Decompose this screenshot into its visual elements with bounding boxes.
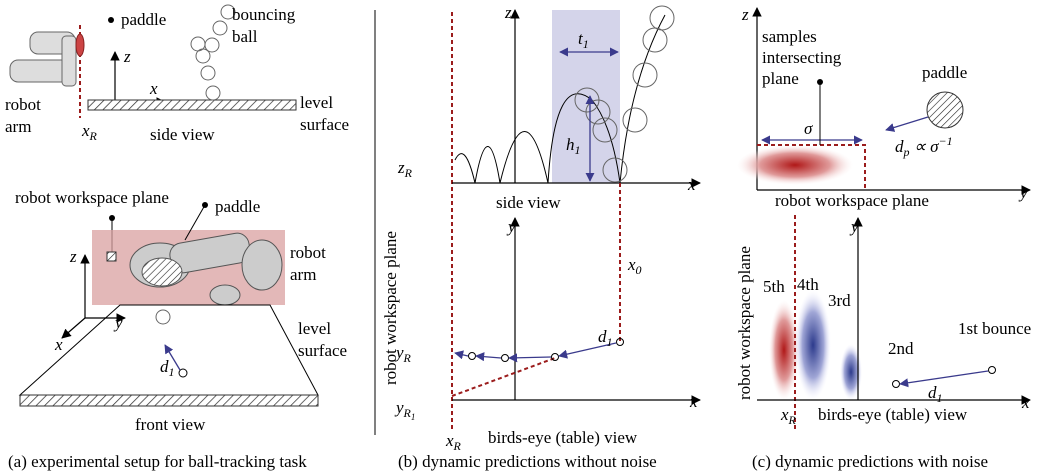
label: 3rd bbox=[828, 291, 851, 310]
panel-a: paddle z x bouncing ball robot arm xR side… bbox=[5, 4, 349, 471]
label: t1 bbox=[578, 29, 589, 51]
label: birds-eye (table) view bbox=[818, 405, 968, 424]
samples bbox=[737, 145, 853, 185]
trajectory bbox=[454, 14, 666, 184]
label: d1 bbox=[160, 357, 175, 379]
label: zR bbox=[397, 158, 413, 180]
axis bbox=[61, 317, 86, 339]
label: z bbox=[123, 47, 131, 66]
label: 5th bbox=[763, 277, 785, 296]
label: paddle bbox=[922, 63, 967, 82]
label: robot workspace plane bbox=[15, 188, 169, 207]
surface bbox=[87, 99, 297, 111]
ball bbox=[155, 309, 171, 325]
label: x bbox=[689, 392, 698, 411]
label: samples intersecting plane bbox=[762, 27, 842, 88]
caption: (b) dynamic predictions without noise bbox=[398, 452, 657, 471]
y-r1-line bbox=[451, 357, 556, 397]
label: front view bbox=[135, 415, 206, 434]
label: z bbox=[504, 3, 512, 22]
label: level surface bbox=[298, 319, 347, 360]
label: yR1 bbox=[394, 398, 415, 422]
label: paddle bbox=[121, 10, 166, 29]
arrow bbox=[164, 344, 181, 371]
label: d1 bbox=[598, 327, 613, 349]
label: xR bbox=[780, 405, 797, 427]
label: x bbox=[1021, 393, 1030, 412]
label: y bbox=[849, 217, 859, 236]
label: birds-eye (table) view bbox=[488, 428, 638, 447]
label: z bbox=[741, 5, 749, 24]
label: side view bbox=[496, 193, 561, 212]
label: x bbox=[149, 79, 158, 98]
label: 2nd bbox=[888, 339, 914, 358]
caption: (c) dynamic predictions with noise bbox=[752, 452, 988, 471]
label: xR bbox=[81, 121, 98, 143]
arrows bbox=[454, 342, 617, 363]
label: paddle bbox=[215, 197, 260, 216]
bounce-point bbox=[178, 368, 188, 378]
label: x0 bbox=[627, 255, 642, 277]
bounce-point bbox=[988, 366, 996, 374]
label: h1 bbox=[566, 135, 581, 157]
marker bbox=[106, 251, 117, 262]
dot bbox=[108, 17, 114, 23]
label: robot arm bbox=[5, 95, 41, 136]
label: x bbox=[687, 175, 696, 194]
label: σ bbox=[804, 119, 813, 138]
leader bbox=[184, 204, 206, 241]
panel-b: t1 h1 z zR x side view robot workspace p… bbox=[381, 3, 701, 471]
label: d1 bbox=[928, 383, 943, 405]
label: robot arm bbox=[290, 243, 326, 284]
label: 1st bounce bbox=[958, 319, 1031, 338]
samples bbox=[840, 344, 862, 400]
label: robot workspace plane bbox=[775, 191, 929, 210]
label: y bbox=[506, 217, 516, 236]
label: dp ∝ σ−1 bbox=[895, 134, 953, 159]
plane-box bbox=[757, 144, 866, 190]
dp-arrow bbox=[885, 116, 929, 132]
paddle bbox=[75, 33, 85, 57]
arrow bbox=[899, 370, 989, 388]
label: x bbox=[54, 335, 63, 354]
paddle bbox=[926, 91, 964, 129]
label: z bbox=[69, 247, 77, 266]
label: y bbox=[113, 313, 123, 332]
label: y bbox=[1018, 183, 1028, 202]
samples bbox=[769, 300, 799, 400]
robot-arm-side bbox=[9, 31, 77, 87]
caption: (a) experimental setup for ball-tracking… bbox=[8, 452, 307, 471]
label: xR bbox=[445, 431, 462, 453]
label: robot workspace plane bbox=[381, 231, 400, 385]
robot-arm-front bbox=[129, 232, 283, 306]
label: level surface bbox=[300, 93, 349, 134]
label: side view bbox=[150, 125, 215, 144]
label: robot workspace plane bbox=[735, 246, 754, 400]
panel-c: z y σ samples intersecting plane paddle dp… bbox=[735, 5, 1031, 471]
bounce-point bbox=[892, 380, 900, 388]
samples bbox=[795, 290, 831, 400]
label: bouncing ball bbox=[232, 5, 296, 46]
label: yR bbox=[394, 343, 412, 365]
label: 4th bbox=[797, 275, 819, 294]
balls bbox=[190, 4, 236, 101]
surface bbox=[18, 304, 319, 396]
surface-edge bbox=[19, 394, 319, 407]
